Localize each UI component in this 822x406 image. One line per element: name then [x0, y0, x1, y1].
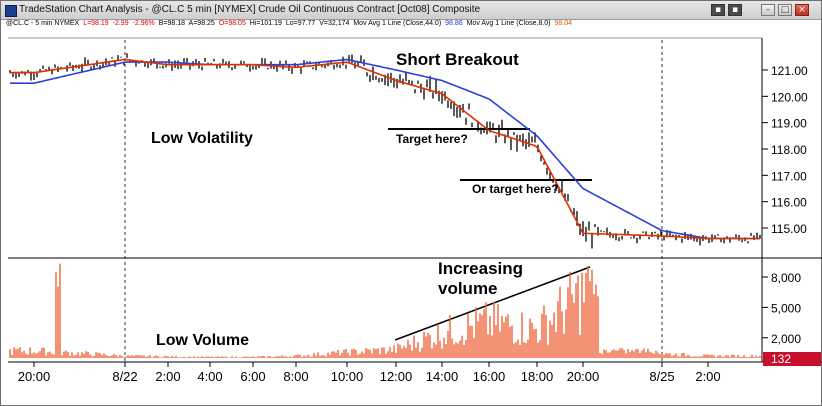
high-price: Hi=101.19 [249, 20, 282, 27]
title-bar[interactable]: TradeStation Chart Analysis - @CL.C 5 mi… [1, 1, 821, 20]
time-tick-label: 8/25 [649, 369, 674, 384]
volume-trend-line [394, 266, 591, 341]
ma-fast-value: 98.04 [554, 20, 572, 27]
net-change: -2.99 [112, 20, 129, 27]
time-tick-label: 8:00 [283, 369, 308, 384]
time-tick-label: 8/22 [112, 369, 137, 384]
annotation-low-volume: Low Volume [156, 332, 250, 349]
time-tick-label: 20:00 [18, 369, 51, 384]
annotation-low-volatility: Low Volatility [151, 130, 253, 147]
price-tick-label: 115.00 [771, 222, 807, 236]
info-bar: @CL.C - 5 min NYMEX L=98.19 -2.99 -2.96%… [6, 20, 574, 27]
price-tick-label: 119.00 [771, 117, 807, 131]
volume-tick-label: 5,000 [771, 301, 801, 315]
annotation-volume: volume [438, 279, 498, 298]
open-price: O=98.05 [218, 20, 246, 27]
volume-current-marker [763, 352, 821, 366]
net-change-pct: -2.96% [132, 20, 155, 27]
app-icon [5, 5, 17, 17]
time-tick-label: 18:00 [521, 369, 554, 384]
price-tick-label: 121.00 [771, 64, 808, 78]
annotation-increasing: Increasing [438, 259, 524, 278]
ma-fast-label: Mov Avg 1 Line (Close,8.0) [466, 20, 551, 27]
price-tick-label: 118.00 [771, 143, 807, 157]
time-tick-label: 2:00 [695, 369, 720, 384]
low-price: Lo=97.77 [285, 20, 316, 27]
annotation-short-breakout: Short Breakout [396, 50, 519, 69]
volume-tick-label: 2,000 [771, 332, 801, 346]
volume-bars [9, 263, 761, 358]
time-tick-label: 10:00 [331, 369, 364, 384]
tile-icon[interactable]: ▪ [711, 4, 725, 16]
time-tick-label: 6:00 [240, 369, 265, 384]
ma-fast-line [10, 58, 760, 240]
close-button[interactable]: × [795, 4, 809, 16]
ma-slow-line [10, 58, 760, 240]
window-title: TradeStation Chart Analysis - @CL.C 5 mi… [19, 4, 481, 15]
price-tick-label: 120.00 [771, 90, 808, 104]
maximize-button[interactable]: □ [778, 4, 792, 16]
time-tick-label: 14:00 [426, 369, 459, 384]
axes: 121.00 120.00 119.00 118.00 117.00 116.00 115.… [18, 64, 821, 384]
last-price: L=98.19 [83, 20, 109, 27]
time-tick-label: 12:00 [380, 369, 413, 384]
bid-price: B=98.18 [158, 20, 185, 27]
time-tick-label: 20:00 [567, 369, 600, 384]
price-tick-label: 116.00 [771, 196, 807, 210]
time-tick-label: 4:00 [197, 369, 222, 384]
volume-tick-label: 8,000 [771, 271, 801, 285]
minimize-button[interactable]: – [761, 4, 775, 16]
volume-current-label: 132 [771, 352, 791, 366]
price-tick-label: 117.00 [771, 169, 807, 183]
time-tick-label: 2:00 [155, 369, 180, 384]
price-bars [9, 53, 761, 249]
time-tick-label: 16:00 [473, 369, 506, 384]
pin-icon[interactable]: ▪ [728, 4, 742, 16]
annotation-target-here: Target here? [396, 132, 468, 146]
ma-slow-value: 98.86 [445, 20, 463, 27]
symbol-label: @CL.C - 5 min NYMEX [6, 20, 80, 27]
ask-price: A=98.25 [188, 20, 215, 27]
ma-slow-label: Mov Avg 1 Line (Close,44.0) [353, 20, 442, 27]
volume-value: V=32,174 [319, 20, 350, 27]
annotation-or-target-here: Or target here? [472, 182, 559, 196]
